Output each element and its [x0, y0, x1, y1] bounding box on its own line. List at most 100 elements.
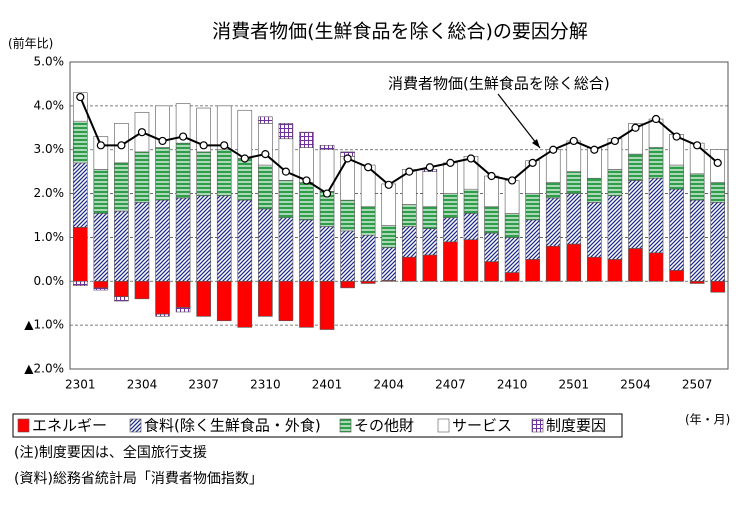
bar-segment — [175, 103, 191, 144]
line-marker — [96, 141, 105, 150]
bar-segment — [463, 188, 479, 214]
bar-segment — [669, 270, 684, 282]
bar-segment — [134, 280, 150, 300]
bar-segment — [669, 188, 684, 271]
bar-segment — [134, 151, 150, 203]
bar-segment — [155, 105, 170, 148]
bar-segment — [484, 206, 499, 234]
bar-segment — [237, 109, 253, 159]
bar-segment — [484, 261, 499, 282]
bar-segment — [648, 147, 664, 179]
line-marker — [590, 145, 599, 154]
bar-segment — [545, 182, 561, 199]
bar-segment — [525, 193, 540, 221]
x-tick-label: 2304 — [127, 378, 158, 392]
bar-segment — [587, 256, 602, 282]
bar-segment — [114, 162, 129, 212]
bar-segment — [237, 199, 253, 282]
line-marker — [302, 176, 311, 185]
bar-segment — [484, 175, 499, 208]
line-marker — [117, 141, 126, 150]
bar-segment — [155, 280, 170, 315]
bar-segment — [340, 155, 355, 201]
bar-segment — [628, 248, 643, 282]
x-tick-label: 2310 — [250, 378, 281, 392]
y-tick-label: 0.0% — [34, 274, 65, 288]
bar-segment — [607, 259, 623, 282]
y-tick-label: 5.0% — [34, 55, 65, 69]
bar-segment — [401, 204, 417, 227]
bar-segment — [381, 247, 397, 281]
bar-segment — [72, 227, 88, 282]
bar-segment — [525, 219, 540, 260]
bar-segment — [216, 280, 232, 322]
bar-segment — [566, 243, 582, 282]
bar-segment — [93, 280, 109, 289]
x-tick-label: 2504 — [620, 378, 651, 392]
bar-segment — [443, 241, 458, 282]
bar-segment — [278, 180, 294, 218]
bar-segment — [340, 280, 355, 289]
bar-segment — [504, 272, 520, 282]
bar-segment — [545, 149, 561, 183]
bar-segment — [299, 131, 314, 148]
line-marker — [137, 128, 147, 137]
line-marker — [364, 163, 373, 172]
bar-segment — [175, 142, 191, 199]
bar-segment — [504, 180, 520, 214]
line-marker — [384, 180, 393, 189]
line-marker — [220, 141, 229, 150]
bar-segment — [196, 280, 211, 317]
arrow-head — [532, 139, 540, 148]
bar-segment — [340, 199, 355, 232]
y-tick-label: 1.0% — [34, 230, 65, 244]
bar-segment — [196, 195, 211, 282]
legend-swatch — [17, 418, 30, 433]
bar-segment — [689, 173, 705, 201]
bar-segment — [422, 206, 438, 229]
line-marker — [281, 167, 291, 176]
bar-segment — [422, 228, 438, 256]
bar-segment — [360, 280, 376, 284]
y-tick-label: 3.0% — [34, 142, 65, 156]
bar-segment — [566, 193, 582, 245]
x-tick-label: 2407 — [435, 378, 466, 392]
x-tick-label: 2410 — [497, 378, 528, 392]
y-axis-label: (前年比) — [8, 36, 53, 51]
legend-swatch — [339, 418, 352, 433]
legend-label: サービス — [452, 417, 512, 435]
x-tick-label: 2301 — [65, 378, 96, 392]
bar-segment — [155, 313, 170, 317]
line-marker — [549, 145, 558, 154]
bar-segment — [319, 145, 335, 151]
bar-segment — [648, 252, 664, 282]
bar-segment — [114, 210, 129, 282]
bar-segment — [114, 280, 129, 297]
annotation-arrow — [497, 93, 541, 149]
bar-segment — [463, 239, 479, 282]
bar-segment — [340, 230, 355, 282]
bar-segment — [319, 226, 335, 282]
bar-segment — [216, 195, 232, 282]
legend-label: 制度要因 — [546, 417, 606, 435]
y-tick-label: 2.0% — [34, 186, 65, 200]
line-marker — [240, 154, 249, 163]
bar-segment — [258, 116, 273, 124]
bar-segment — [607, 195, 623, 260]
bar-segment — [258, 208, 273, 282]
bar-segment — [114, 296, 129, 302]
x-tick-label: 2404 — [373, 378, 404, 392]
x-tick-label: 2501 — [559, 378, 590, 392]
bar-segment — [422, 171, 438, 208]
line-marker — [466, 154, 476, 163]
y-tick-label: ▲2.0% — [24, 362, 64, 376]
bar-segment — [484, 232, 499, 262]
legend-swatch — [129, 418, 142, 433]
x-tick-label: 2401 — [312, 378, 343, 392]
line-marker — [631, 123, 640, 132]
bar-segment — [319, 280, 335, 330]
bar-segment — [196, 151, 211, 197]
bar-segment — [381, 225, 397, 248]
bar-segment — [216, 105, 232, 151]
